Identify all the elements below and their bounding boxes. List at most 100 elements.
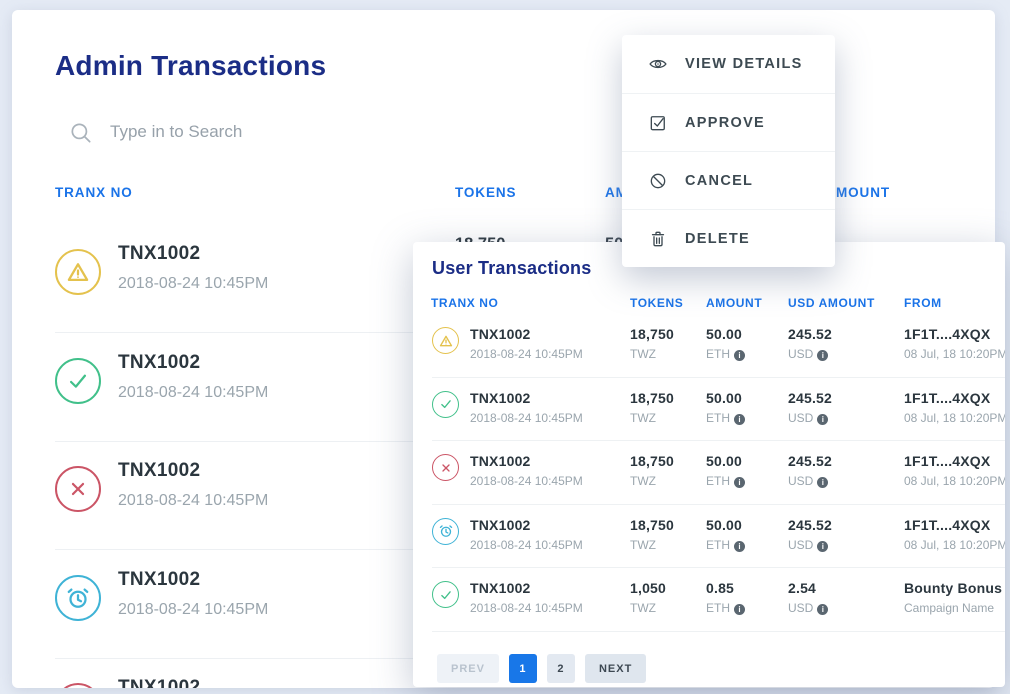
cell-sub-wrap: ETH i bbox=[706, 538, 745, 552]
info-icon[interactable]: i bbox=[817, 540, 829, 552]
cell-sub-wrap: 2018-08-24 10:45PM bbox=[470, 411, 583, 425]
info-icon[interactable]: i bbox=[734, 604, 745, 615]
tranx-number: TNX1002 bbox=[118, 351, 201, 373]
user-table-header: TRANX NO TOKENS AMOUNT USD AMOUNT FROM bbox=[413, 296, 1005, 312]
from-address: 1F1T....4XQX bbox=[904, 389, 991, 406]
user-transaction-row[interactable]: TNX1002 2018-08-24 10:45PM 18,750 TWZ 50.00 E… bbox=[432, 441, 1005, 505]
pagination-next-button[interactable]: NEXT bbox=[584, 654, 647, 683]
tranx-date: 2018-08-24 10:45PM bbox=[118, 600, 269, 618]
tokens-value: 18,750 bbox=[630, 516, 675, 533]
cell-sub-wrap: TWZ bbox=[630, 347, 656, 361]
usd-value: 2.54 bbox=[788, 580, 817, 596]
info-icon[interactable]: i bbox=[734, 350, 745, 361]
amount-unit: ETH bbox=[706, 601, 730, 615]
token-unit: TWZ bbox=[630, 537, 656, 552]
usd-value: 245.52 bbox=[788, 326, 833, 342]
cell-sub-wrap: USD i bbox=[788, 538, 829, 552]
tranx-number: TNX1002 bbox=[470, 453, 531, 469]
amount-value: 50.00 bbox=[706, 453, 743, 469]
usd-unit: USD bbox=[788, 347, 814, 361]
search-icon bbox=[71, 123, 91, 143]
user-column-header: TRANX NO bbox=[431, 296, 499, 310]
menu-item-label: APPROVE bbox=[685, 114, 766, 131]
cancel-icon bbox=[648, 171, 668, 196]
menu-item-approve[interactable]: APPROVE bbox=[622, 93, 835, 151]
amount-unit: ETH bbox=[706, 410, 730, 425]
menu-item-delete[interactable]: DELETE bbox=[622, 209, 835, 267]
usd-value: 245.52 bbox=[788, 389, 833, 406]
info-icon[interactable]: i bbox=[817, 477, 829, 488]
pagination-page-button[interactable]: 1 bbox=[508, 654, 537, 683]
menu-item-view-details[interactable]: VIEW DETAILS bbox=[622, 35, 835, 93]
cell-sub-wrap: USD i bbox=[788, 347, 829, 361]
info-icon[interactable]: i bbox=[817, 604, 829, 615]
cell-sub-wrap: Campaign Name bbox=[904, 601, 994, 615]
pending-status-icon bbox=[55, 574, 101, 621]
success-status-icon bbox=[55, 357, 101, 404]
cell-sub-wrap: ETH i bbox=[706, 474, 745, 488]
menu-item-label: DELETE bbox=[685, 230, 750, 247]
token-unit: TWZ bbox=[630, 347, 656, 361]
user-transaction-row[interactable]: TNX1002 2018-08-24 10:45PM 18,750 TWZ 50.00 E… bbox=[432, 505, 1005, 568]
user-column-header: TOKENS bbox=[630, 296, 684, 310]
info-icon[interactable]: i bbox=[817, 413, 829, 425]
cell-sub-wrap: 2018-08-24 10:45PM bbox=[470, 538, 583, 552]
search-bar bbox=[62, 115, 562, 151]
tranx-date: 2018-08-24 10:45PM bbox=[470, 537, 583, 552]
admin-column-header: TRANX NO bbox=[55, 185, 133, 200]
from-address: 1F1T....4XQX bbox=[904, 516, 991, 533]
cell-sub-wrap: TWZ bbox=[630, 601, 656, 615]
from-timestamp: 08 Jul, 18 10:20PM bbox=[904, 537, 1005, 552]
tranx-number: TNX1002 bbox=[118, 568, 201, 590]
cell-sub-wrap: ETH i bbox=[706, 347, 745, 361]
from-address: 1F1T....4XQX bbox=[904, 453, 991, 469]
tranx-date: 2018-08-24 10:45PM bbox=[118, 492, 269, 509]
info-icon[interactable]: i bbox=[734, 413, 745, 425]
from-address: Bounty Bonus bbox=[904, 580, 1003, 596]
tranx-number: TNX1002 bbox=[470, 326, 531, 342]
tranx-number: TNX1002 bbox=[118, 243, 201, 264]
tranx-number: TNX1002 bbox=[470, 516, 531, 533]
cell-sub-wrap: 08 Jul, 18 10:20PM bbox=[904, 474, 1005, 488]
cell-sub-wrap: TWZ bbox=[630, 411, 656, 425]
usd-value: 245.52 bbox=[788, 516, 833, 533]
cell-sub-wrap: 08 Jul, 18 10:20PM bbox=[904, 347, 1005, 361]
checkbox-check-icon bbox=[648, 113, 668, 138]
tranx-number: TNX1002 bbox=[470, 389, 531, 406]
tokens-value: 18,750 bbox=[630, 453, 675, 469]
user-transaction-row[interactable]: TNX1002 2018-08-24 10:45PM 18,750 TWZ 50.00 E… bbox=[432, 314, 1005, 378]
info-icon[interactable]: i bbox=[734, 540, 745, 552]
cell-sub-wrap: 2018-08-24 10:45PM bbox=[470, 347, 583, 361]
context-menu: VIEW DETAILS APPROVE CANCEL DELETE bbox=[622, 35, 835, 267]
tranx-date: 2018-08-24 10:45PM bbox=[470, 474, 583, 488]
admin-transaction-row[interactable]: TNX1002 bbox=[55, 659, 952, 688]
admin-column-header: TOKENS bbox=[455, 185, 517, 200]
cell-sub-wrap: 08 Jul, 18 10:20PM bbox=[904, 538, 1005, 552]
from-timestamp: 08 Jul, 18 10:20PM bbox=[904, 347, 1005, 361]
error-status-icon bbox=[432, 454, 459, 481]
usd-unit: USD bbox=[788, 601, 814, 615]
cell-sub-wrap: 2018-08-24 10:45PM bbox=[470, 474, 583, 488]
warning-status-icon bbox=[55, 249, 101, 295]
modal-title: User Transactions bbox=[432, 258, 592, 278]
tranx-date: 2018-08-24 10:45PM bbox=[118, 383, 269, 401]
pagination-prev-button[interactable]: PREV bbox=[437, 654, 499, 683]
user-transaction-row[interactable]: TNX1002 2018-08-24 10:45PM 1,050 TWZ 0.85 ETH… bbox=[432, 568, 1005, 632]
info-icon[interactable]: i bbox=[817, 350, 829, 361]
user-column-header: USD AMOUNT bbox=[788, 296, 875, 310]
usd-unit: USD bbox=[788, 410, 814, 425]
pagination-page-button[interactable]: 2 bbox=[546, 654, 575, 683]
warning-status-icon bbox=[432, 327, 459, 354]
amount-value: 50.00 bbox=[706, 516, 743, 533]
cell-sub-wrap: TWZ bbox=[630, 474, 656, 488]
info-icon[interactable]: i bbox=[734, 477, 745, 488]
user-transaction-row[interactable]: TNX1002 2018-08-24 10:45PM 18,750 TWZ 50.00 E… bbox=[432, 378, 1005, 441]
token-unit: TWZ bbox=[630, 410, 656, 425]
from-timestamp: Campaign Name bbox=[904, 601, 995, 615]
admin-transaction-row[interactable]: TNX1002 2018-08-24 10:45PM bbox=[55, 551, 952, 659]
menu-item-cancel[interactable]: CANCEL bbox=[622, 151, 835, 209]
search-input[interactable] bbox=[110, 115, 550, 149]
menu-item-label: VIEW DETAILS bbox=[685, 56, 803, 72]
